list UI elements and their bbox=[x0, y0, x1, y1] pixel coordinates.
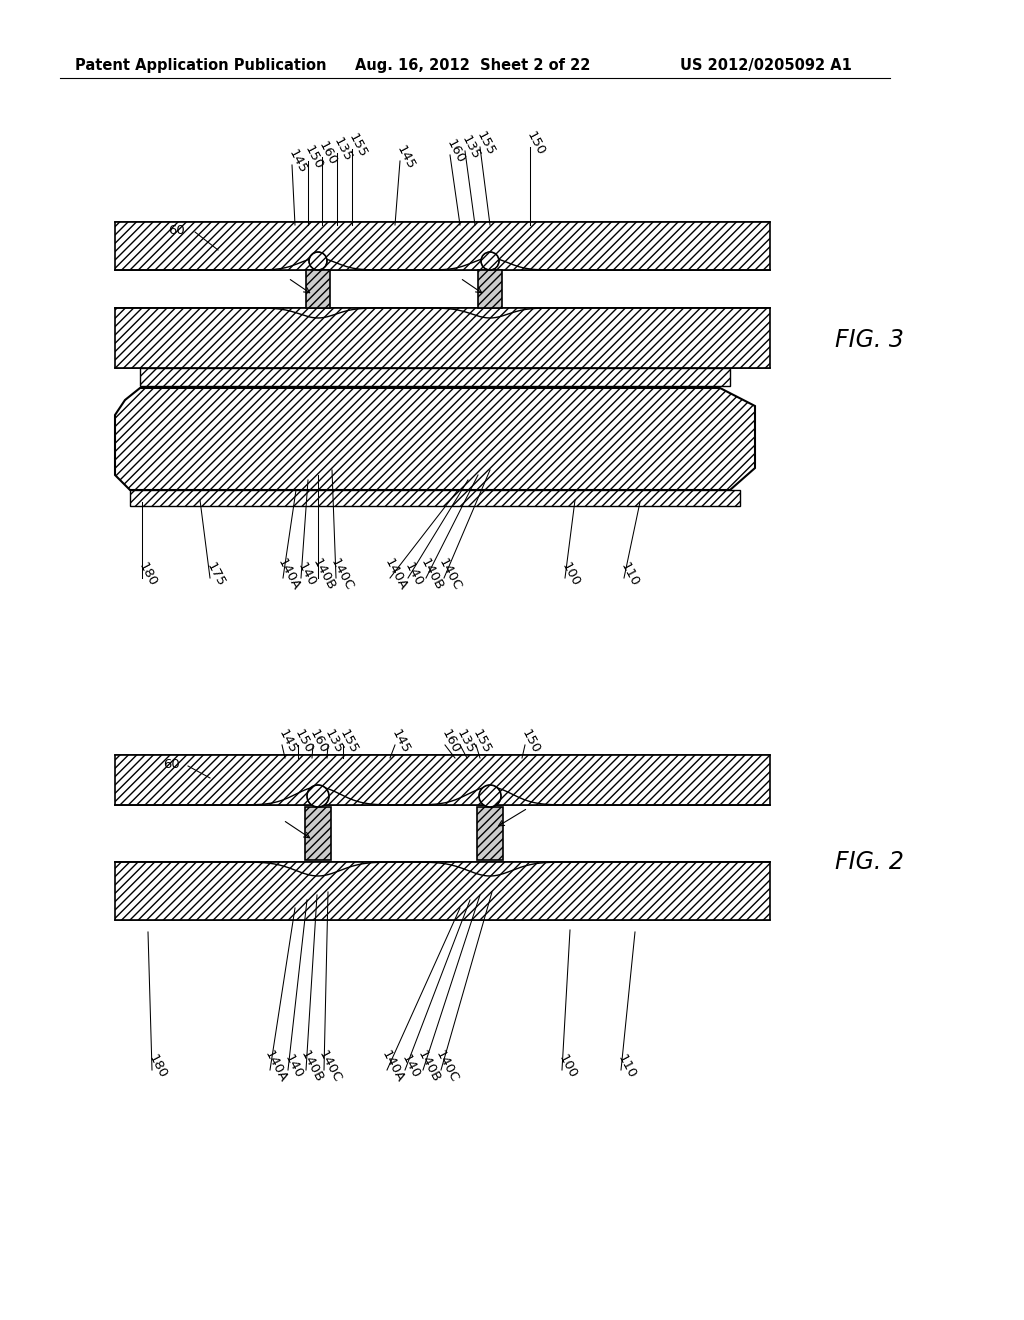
Text: 145: 145 bbox=[286, 148, 309, 176]
Text: 150: 150 bbox=[302, 144, 326, 172]
Text: 160: 160 bbox=[307, 727, 331, 756]
Text: 60: 60 bbox=[163, 759, 180, 771]
Text: 155: 155 bbox=[470, 727, 494, 756]
Text: 60: 60 bbox=[168, 223, 184, 236]
Text: 160: 160 bbox=[439, 727, 463, 756]
Text: 140B: 140B bbox=[298, 1048, 326, 1085]
Text: 180: 180 bbox=[146, 1053, 169, 1081]
Text: US 2012/0205092 A1: US 2012/0205092 A1 bbox=[680, 58, 852, 73]
Text: 150: 150 bbox=[524, 129, 548, 158]
Text: 160: 160 bbox=[316, 140, 339, 168]
Text: 140B: 140B bbox=[310, 557, 338, 593]
Text: 140C: 140C bbox=[328, 557, 355, 593]
Text: 155: 155 bbox=[346, 132, 370, 160]
Text: 140A: 140A bbox=[382, 557, 410, 593]
Polygon shape bbox=[115, 388, 755, 490]
Text: 180: 180 bbox=[136, 561, 160, 589]
Text: 110: 110 bbox=[615, 1052, 638, 1081]
Text: 135: 135 bbox=[459, 133, 482, 162]
Circle shape bbox=[309, 252, 327, 271]
Text: 140B: 140B bbox=[418, 557, 445, 593]
Text: 175: 175 bbox=[204, 561, 227, 589]
Text: 140: 140 bbox=[399, 1053, 423, 1081]
Polygon shape bbox=[477, 807, 503, 861]
Text: Patent Application Publication: Patent Application Publication bbox=[75, 58, 327, 73]
Text: 155: 155 bbox=[337, 727, 360, 756]
Text: 135: 135 bbox=[331, 136, 354, 164]
Text: 140A: 140A bbox=[379, 1048, 407, 1085]
Circle shape bbox=[481, 252, 499, 271]
Text: Aug. 16, 2012  Sheet 2 of 22: Aug. 16, 2012 Sheet 2 of 22 bbox=[355, 58, 591, 73]
Text: 145: 145 bbox=[394, 144, 418, 172]
Text: 100: 100 bbox=[559, 561, 583, 589]
Text: 150: 150 bbox=[292, 727, 315, 756]
Polygon shape bbox=[306, 271, 330, 308]
Polygon shape bbox=[115, 222, 770, 271]
Text: 140: 140 bbox=[402, 561, 425, 589]
Text: 150: 150 bbox=[519, 727, 543, 756]
Text: 160: 160 bbox=[444, 137, 467, 166]
Text: 140A: 140A bbox=[274, 557, 302, 593]
Text: 135: 135 bbox=[322, 727, 345, 756]
Text: 145: 145 bbox=[389, 727, 413, 756]
Text: 145: 145 bbox=[276, 727, 299, 756]
Text: 140A: 140A bbox=[262, 1048, 290, 1085]
Circle shape bbox=[479, 785, 501, 807]
Polygon shape bbox=[115, 805, 770, 862]
Text: 140: 140 bbox=[282, 1053, 305, 1081]
Text: 140B: 140B bbox=[415, 1048, 442, 1085]
Polygon shape bbox=[140, 368, 730, 385]
Text: 110: 110 bbox=[618, 561, 641, 589]
Polygon shape bbox=[478, 271, 502, 308]
Text: 135: 135 bbox=[454, 727, 477, 756]
Polygon shape bbox=[115, 308, 770, 368]
Polygon shape bbox=[115, 862, 770, 920]
Polygon shape bbox=[115, 755, 770, 805]
Polygon shape bbox=[305, 807, 331, 861]
Circle shape bbox=[307, 785, 329, 807]
Text: 100: 100 bbox=[556, 1053, 580, 1081]
Text: 140C: 140C bbox=[315, 1048, 344, 1085]
Text: FIG. 3: FIG. 3 bbox=[835, 327, 904, 352]
Text: 140C: 140C bbox=[436, 557, 464, 593]
Text: FIG. 2: FIG. 2 bbox=[835, 850, 904, 874]
Polygon shape bbox=[115, 271, 770, 308]
Text: 140C: 140C bbox=[433, 1048, 461, 1085]
Text: 140: 140 bbox=[295, 561, 318, 589]
Text: 155: 155 bbox=[474, 129, 498, 158]
Polygon shape bbox=[130, 490, 740, 506]
